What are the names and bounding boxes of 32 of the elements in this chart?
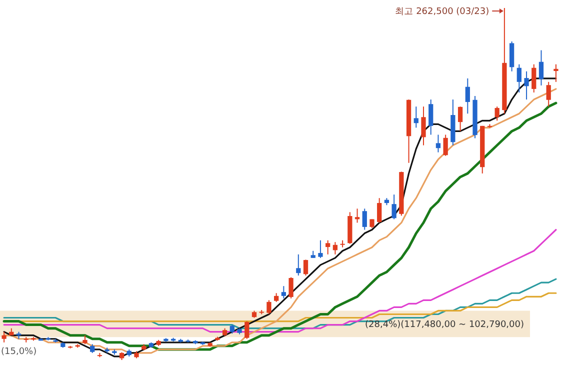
candlestick	[354, 208, 360, 224]
candlestick	[532, 64, 536, 93]
candlestick	[362, 208, 367, 230]
candlestick	[326, 240, 330, 255]
candlestick	[524, 70, 529, 100]
candlestick	[414, 106, 418, 128]
candlestick	[332, 242, 338, 255]
candlestick	[436, 134, 441, 153]
candlestick	[538, 50, 544, 86]
candlestick	[392, 194, 396, 220]
candlestick	[288, 276, 294, 299]
candlestick	[546, 81, 551, 108]
candlestick	[516, 64, 522, 93]
annotation: 최고 262,500 (03/23)	[395, 7, 490, 17]
candlestick	[281, 286, 286, 299]
band-label: (28,4%)(117,480,00 ~ 102,790,00)	[365, 320, 524, 330]
candlestick	[509, 40, 514, 72]
candlestick	[554, 64, 558, 82]
candlestick	[2, 331, 6, 343]
candlestick	[421, 106, 426, 146]
candlestick	[296, 254, 301, 276]
candlestick	[377, 198, 382, 224]
candlestick	[428, 99, 434, 136]
candlestick	[443, 134, 448, 156]
candlestick	[494, 106, 500, 122]
candlestick	[465, 78, 470, 114]
candlestick	[244, 320, 250, 340]
candlestick	[318, 240, 323, 258]
candlestick	[266, 300, 272, 315]
candlestick	[303, 259, 308, 276]
annotation: (15,0%)	[1, 347, 37, 357]
candlestick	[458, 106, 463, 132]
